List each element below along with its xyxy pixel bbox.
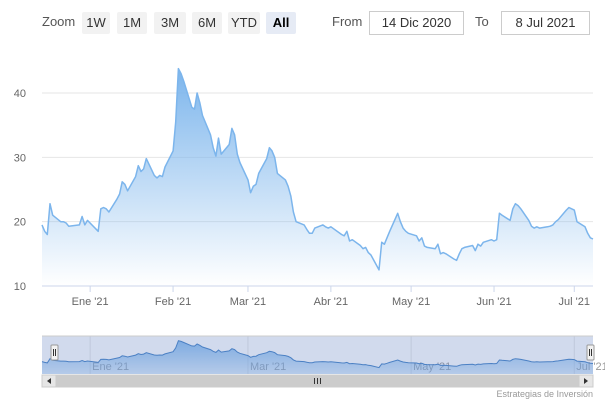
y-tick-label: 30 — [14, 152, 26, 164]
navigator-area — [42, 340, 593, 374]
arrow-right-icon — [584, 378, 588, 384]
navigator-selection-mask[interactable] — [42, 336, 593, 374]
credits-text: Estrategias de Inversión — [496, 389, 593, 399]
x-tick-label: Mar '21 — [230, 296, 266, 308]
y-tick-label: 10 — [14, 281, 26, 293]
arrow-left-icon — [47, 378, 51, 384]
x-tick-label: Jun '21 — [476, 296, 511, 308]
x-tick-label: Feb '21 — [155, 296, 191, 308]
x-tick-label: Jul '21 — [559, 296, 590, 308]
y-tick-label: 40 — [14, 88, 26, 100]
x-axis: Ene '21 Feb '21 Mar '21 Abr '21 May '21 Jun '… — [42, 285, 593, 308]
zoom-3m-button[interactable]: 3M — [154, 12, 186, 34]
x-tick-label: Abr '21 — [314, 296, 349, 308]
to-date-input[interactable]: 8 Jul 2021 — [501, 11, 590, 35]
zoom-label: Zoom — [42, 14, 76, 29]
x-tick-label: Ene '21 — [72, 296, 109, 308]
y-axis: 10 20 30 40 — [14, 88, 26, 293]
zoom-6m-button[interactable]: 6M — [192, 12, 222, 34]
zoom-all-button[interactable]: All — [266, 12, 296, 34]
zoom-1m-button[interactable]: 1M — [117, 12, 147, 34]
scrollbar[interactable] — [41, 374, 594, 388]
handle-body[interactable] — [586, 344, 595, 361]
navigator-line — [41, 340, 594, 369]
price-series — [41, 67, 594, 286]
x-tick-label: May '21 — [392, 296, 430, 308]
zoom-ytd-button[interactable]: YTD — [228, 12, 260, 34]
price-line — [41, 67, 594, 271]
y-tick-label: 20 — [14, 217, 26, 229]
navigator-left-handle[interactable] — [50, 344, 59, 361]
from-date-input[interactable]: 14 Dic 2020 — [369, 11, 464, 35]
zoom-1w-button[interactable]: 1W — [82, 12, 110, 34]
navigator-right-handle[interactable] — [586, 344, 595, 361]
from-label: From — [332, 14, 363, 29]
handle-body[interactable] — [50, 344, 59, 361]
to-label: To — [475, 14, 489, 29]
price-area — [42, 68, 593, 286]
